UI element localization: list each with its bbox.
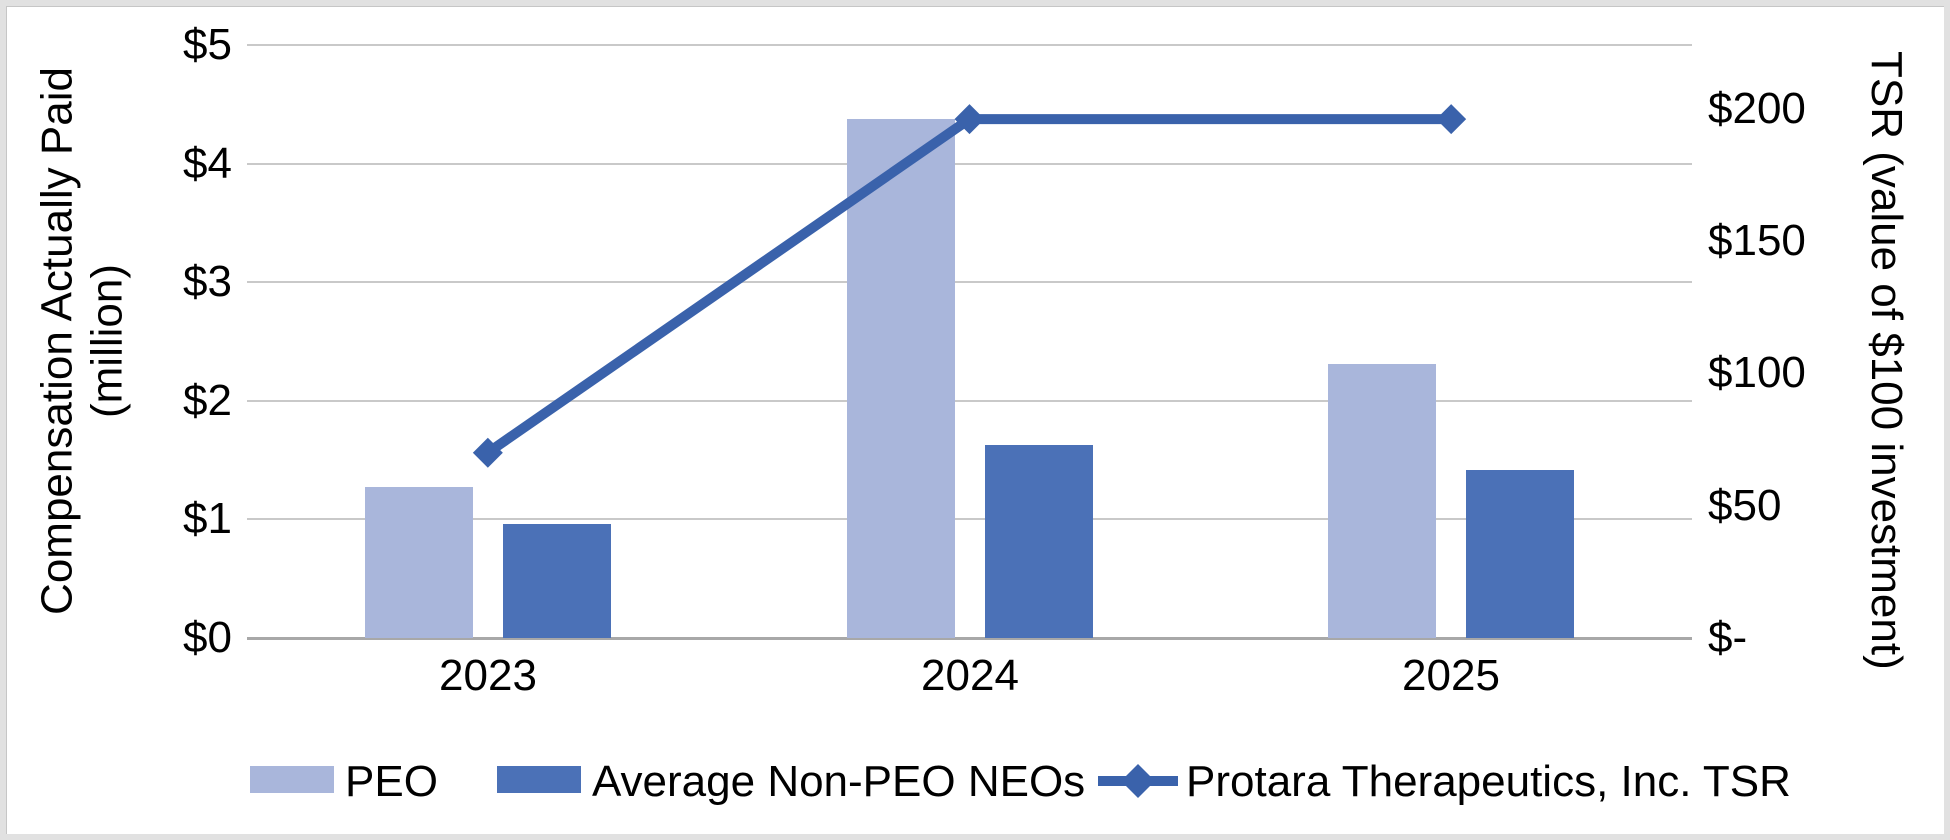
legend-label-peo: PEO: [345, 757, 438, 806]
left-axis-title: Compensation Actually Paid (million): [33, 45, 133, 638]
gridline: [247, 281, 1692, 283]
right-axis-tick: $200: [1708, 84, 1806, 133]
gridline: [247, 400, 1692, 402]
legend-swatch-non-peo-neos: [497, 766, 581, 793]
right-axis-tick: $100: [1708, 348, 1806, 397]
right-axis-title: TSR (value of $100 investment): [1862, 50, 1911, 670]
gridline: [247, 518, 1692, 520]
legend-label-non-peo-neos: Average Non-PEO NEOs: [592, 757, 1086, 806]
x-axis-label-2025: 2025: [1402, 651, 1500, 700]
left-axis-tick: $4: [183, 139, 232, 188]
bar-non-peo-neos-2023: [503, 524, 611, 638]
x-axis-label-2024: 2024: [921, 651, 1019, 700]
legend-swatch-peo: [250, 766, 334, 793]
right-axis-tick: $50: [1708, 481, 1782, 530]
bar-non-peo-neos-2024: [985, 445, 1093, 638]
right-axis-tick: $150: [1708, 216, 1806, 265]
right-axis-tick: $-: [1708, 613, 1748, 662]
bar-non-peo-neos-2025: [1466, 470, 1574, 638]
legend-line-diamond-marker-icon: [1098, 764, 1178, 798]
gridline: [247, 44, 1692, 46]
bar-peo-2025: [1328, 364, 1436, 638]
left-axis-tick: $3: [183, 257, 232, 306]
left-axis-tick: $0: [183, 613, 232, 662]
x-axis-label-2023: 2023: [439, 651, 537, 700]
bar-peo-2024: [847, 119, 955, 638]
bar-peo-2023: [365, 487, 473, 638]
left-axis-title-line1: Compensation Actually Paid: [32, 67, 82, 615]
gridline: [247, 163, 1692, 165]
legend-label-tsr: Protara Therapeutics, Inc. TSR: [1186, 757, 1791, 806]
plot-area: [247, 44, 1692, 640]
left-axis-tick: $1: [183, 494, 232, 543]
left-axis-tick: $2: [183, 376, 232, 425]
left-axis-tick: $5: [183, 20, 232, 69]
legend-diamond-icon: [1121, 764, 1155, 798]
left-axis-title-line2: (million): [82, 264, 132, 418]
x-axis-line: [247, 637, 1692, 640]
